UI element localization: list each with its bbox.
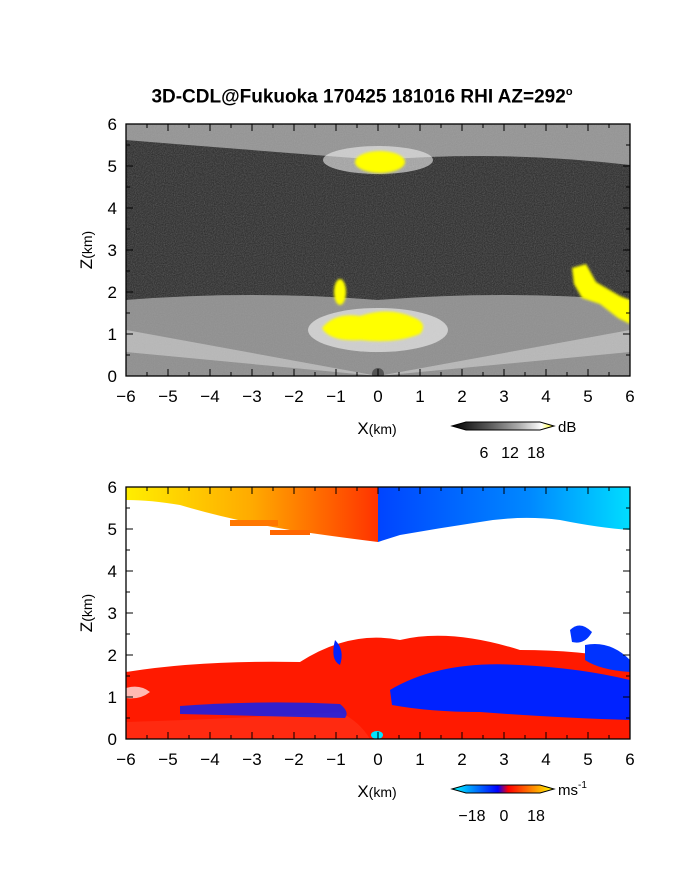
x-axis-label: X — [357, 419, 368, 438]
x-tick-label: 4 — [541, 387, 550, 406]
x-axis-unit: (km) — [369, 421, 397, 437]
y-axis-unit: (km) — [79, 594, 95, 622]
figure-title: 3D-CDL@Fukuoka 170425 181016 RHI AZ=292o — [151, 86, 573, 108]
x-tick-label: −5 — [158, 387, 177, 406]
y-tick-label: 5 — [108, 157, 117, 176]
x-tick-label: 6 — [625, 387, 634, 406]
y-axis-label: Z — [77, 622, 96, 632]
x-tick-label: −2 — [284, 387, 303, 406]
y-tick-label: 0 — [108, 730, 117, 749]
colorbar-unit: dB — [558, 419, 576, 436]
x-tick-label: 6 — [625, 750, 634, 769]
y-tick-label: 4 — [108, 562, 117, 581]
x-tick-label: 1 — [415, 750, 424, 769]
y-axis-label: Z — [77, 259, 96, 269]
velocity-colorbar: ms-1 −18 0 18 — [450, 780, 587, 825]
y-tick-label: 3 — [108, 604, 117, 623]
yellow-echo — [322, 151, 630, 342]
x-axis-label: X — [357, 782, 368, 801]
y-tick-label: 1 — [108, 325, 117, 344]
x-tick-label: 3 — [499, 387, 508, 406]
svg-text:X(km): X(km) — [357, 782, 396, 801]
y-tick-label: 4 — [108, 199, 117, 218]
y-tick-label: 5 — [108, 520, 117, 539]
y-tick-label: 2 — [108, 283, 117, 302]
reflectivity-field — [126, 124, 630, 376]
y-tick-label: 2 — [108, 646, 117, 665]
x-tick-label: 1 — [415, 387, 424, 406]
x-tick-label: −4 — [200, 387, 219, 406]
colorbar-unit: ms-1 — [558, 780, 587, 799]
y-tick-label: 3 — [108, 241, 117, 260]
x-tick-label: −6 — [116, 750, 135, 769]
svg-text:Z(km): Z(km) — [77, 594, 96, 632]
colorbar-tick-label: −18 — [458, 808, 485, 825]
x-tick-label: −5 — [158, 750, 177, 769]
reflectivity-axes: −6 −5 −4 −3 −2 −1 0 1 2 3 4 5 6 0 1 2 3 4 5 6 — [108, 115, 635, 406]
colorbar-tick-label: 12 — [501, 445, 519, 462]
x-tick-label: 2 — [457, 387, 466, 406]
colorbar-tick-label: 18 — [527, 808, 545, 825]
y-tick-label: 6 — [108, 478, 117, 497]
x-tick-label: 4 — [541, 750, 550, 769]
x-tick-label: 2 — [457, 750, 466, 769]
colorbar-tick-label: 0 — [500, 808, 509, 825]
svg-text:X(km): X(km) — [357, 419, 396, 438]
colorbar-tick-label: 18 — [527, 445, 545, 462]
x-tick-label: −3 — [242, 750, 261, 769]
x-axis-unit: (km) — [369, 784, 397, 800]
svg-text:Z(km): Z(km) — [77, 231, 96, 269]
x-tick-label: −1 — [326, 387, 345, 406]
x-tick-label: 3 — [499, 750, 508, 769]
y-tick-label: 0 — [108, 367, 117, 386]
colorbar-tick-label: 6 — [480, 445, 489, 462]
x-tick-label: −6 — [116, 387, 135, 406]
x-tick-label: −3 — [242, 387, 261, 406]
y-axis-unit: (km) — [79, 231, 95, 259]
x-tick-label: −4 — [200, 750, 219, 769]
x-tick-label: −1 — [326, 750, 345, 769]
y-tick-label: 6 — [108, 115, 117, 134]
x-tick-label: 0 — [373, 750, 382, 769]
reflectivity-colorbar: dB 6 12 18 — [450, 419, 576, 462]
y-tick-label: 1 — [108, 688, 117, 707]
velocity-field — [126, 487, 630, 739]
x-tick-label: 5 — [583, 750, 592, 769]
velocity-axes: −6 −5 −4 −3 −2 −1 0 1 2 3 4 5 6 0 1 2 3 4 5 6 — [108, 478, 635, 769]
x-tick-label: 0 — [373, 387, 382, 406]
x-tick-label: 5 — [583, 387, 592, 406]
x-tick-label: −2 — [284, 750, 303, 769]
